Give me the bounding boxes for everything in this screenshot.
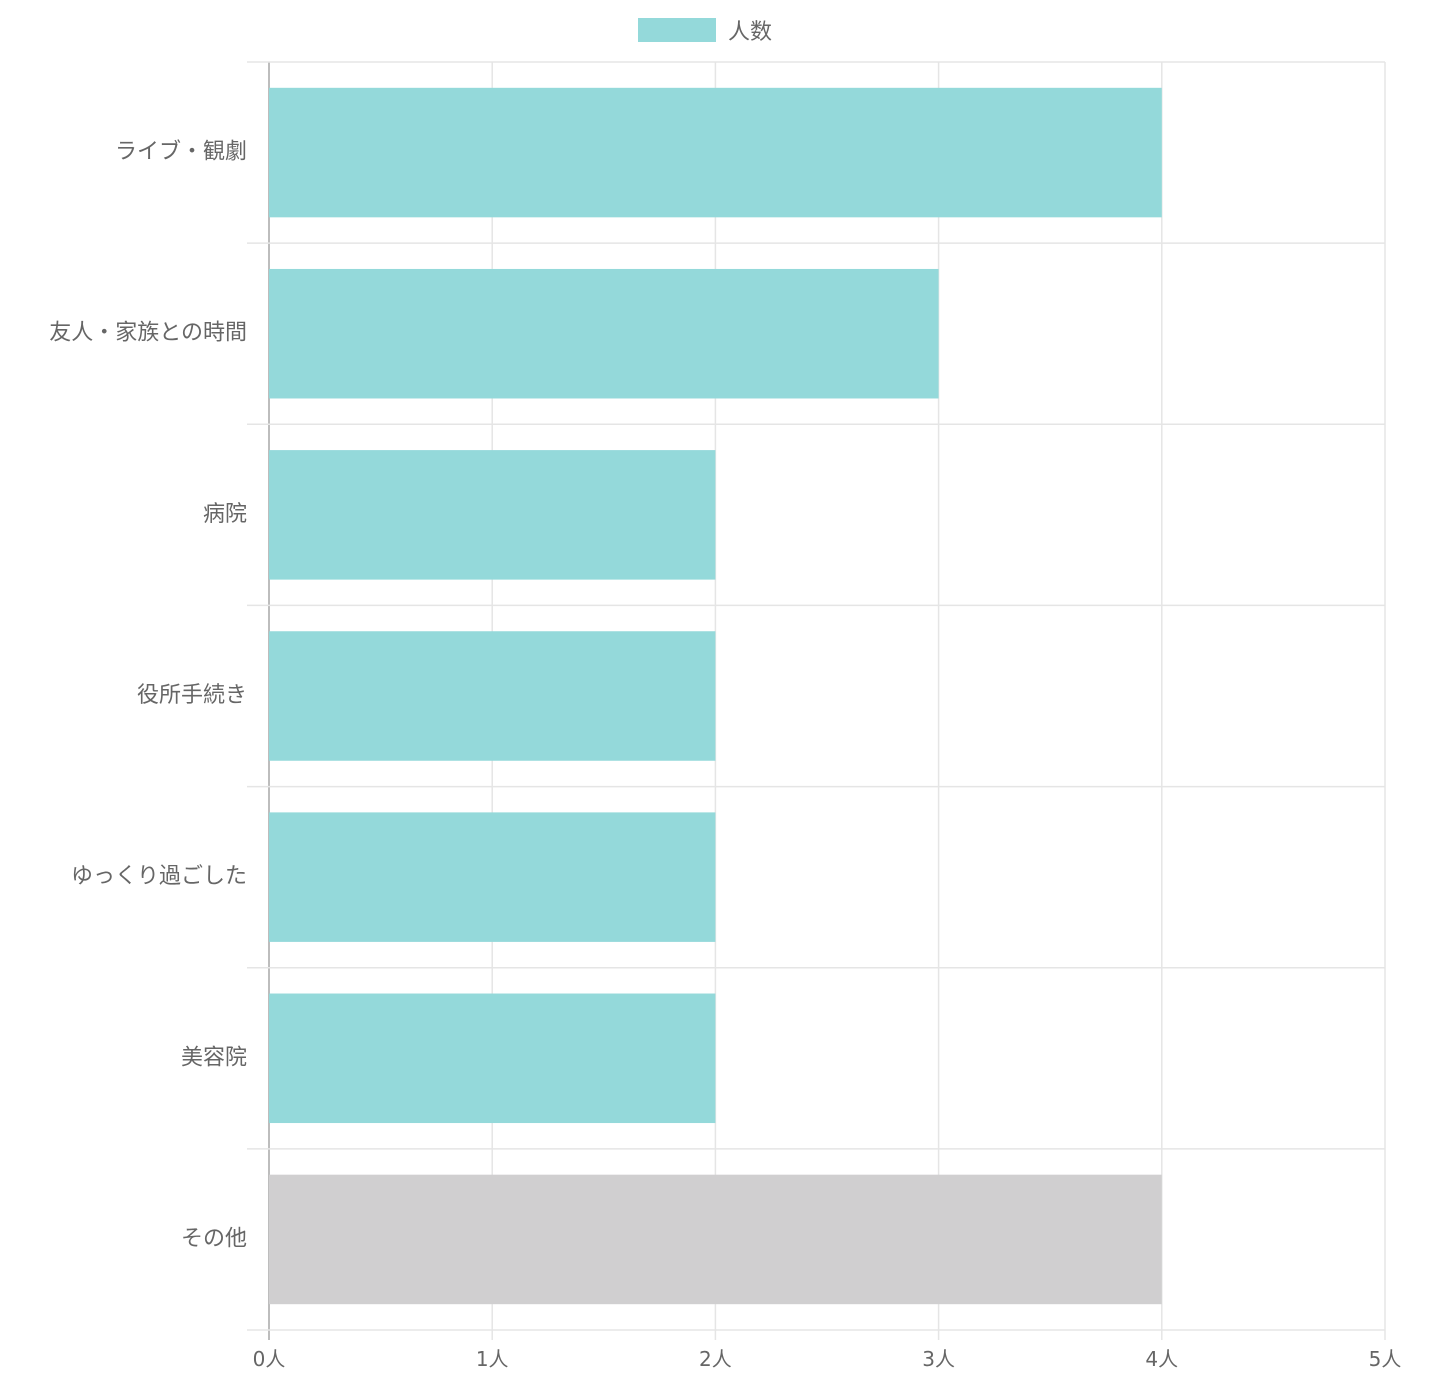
- bar-5[interactable]: [269, 812, 716, 942]
- bar-1[interactable]: [269, 87, 1162, 218]
- bar-2[interactable]: [269, 268, 939, 399]
- bar-4[interactable]: [269, 631, 716, 761]
- x-tick-label: 4人: [1145, 1347, 1178, 1371]
- x-tick-label: 2人: [699, 1347, 732, 1371]
- bar-3[interactable]: [269, 450, 716, 580]
- category-label: その他: [181, 1226, 247, 1251]
- x-tick-label: 5人: [1369, 1347, 1402, 1371]
- category-label: 役所手続き: [137, 683, 247, 708]
- x-tick-label: 1人: [476, 1347, 509, 1371]
- category-label: 病院: [203, 502, 247, 527]
- category-label: ライブ・観劇: [115, 140, 247, 165]
- x-tick-label: 0人: [253, 1347, 286, 1371]
- legend-swatch: [637, 18, 716, 42]
- chart-legend[interactable]: 人数: [0, 14, 1410, 46]
- bar-7[interactable]: [269, 1174, 1162, 1305]
- category-label: ゆっくり過ごした: [71, 864, 247, 889]
- x-tick-label: 3人: [922, 1347, 955, 1371]
- category-label: 美容院: [181, 1045, 247, 1070]
- category-label: 友人・家族との時間: [49, 321, 247, 346]
- legend-label: 人数: [727, 20, 772, 45]
- bar-6[interactable]: [269, 993, 716, 1124]
